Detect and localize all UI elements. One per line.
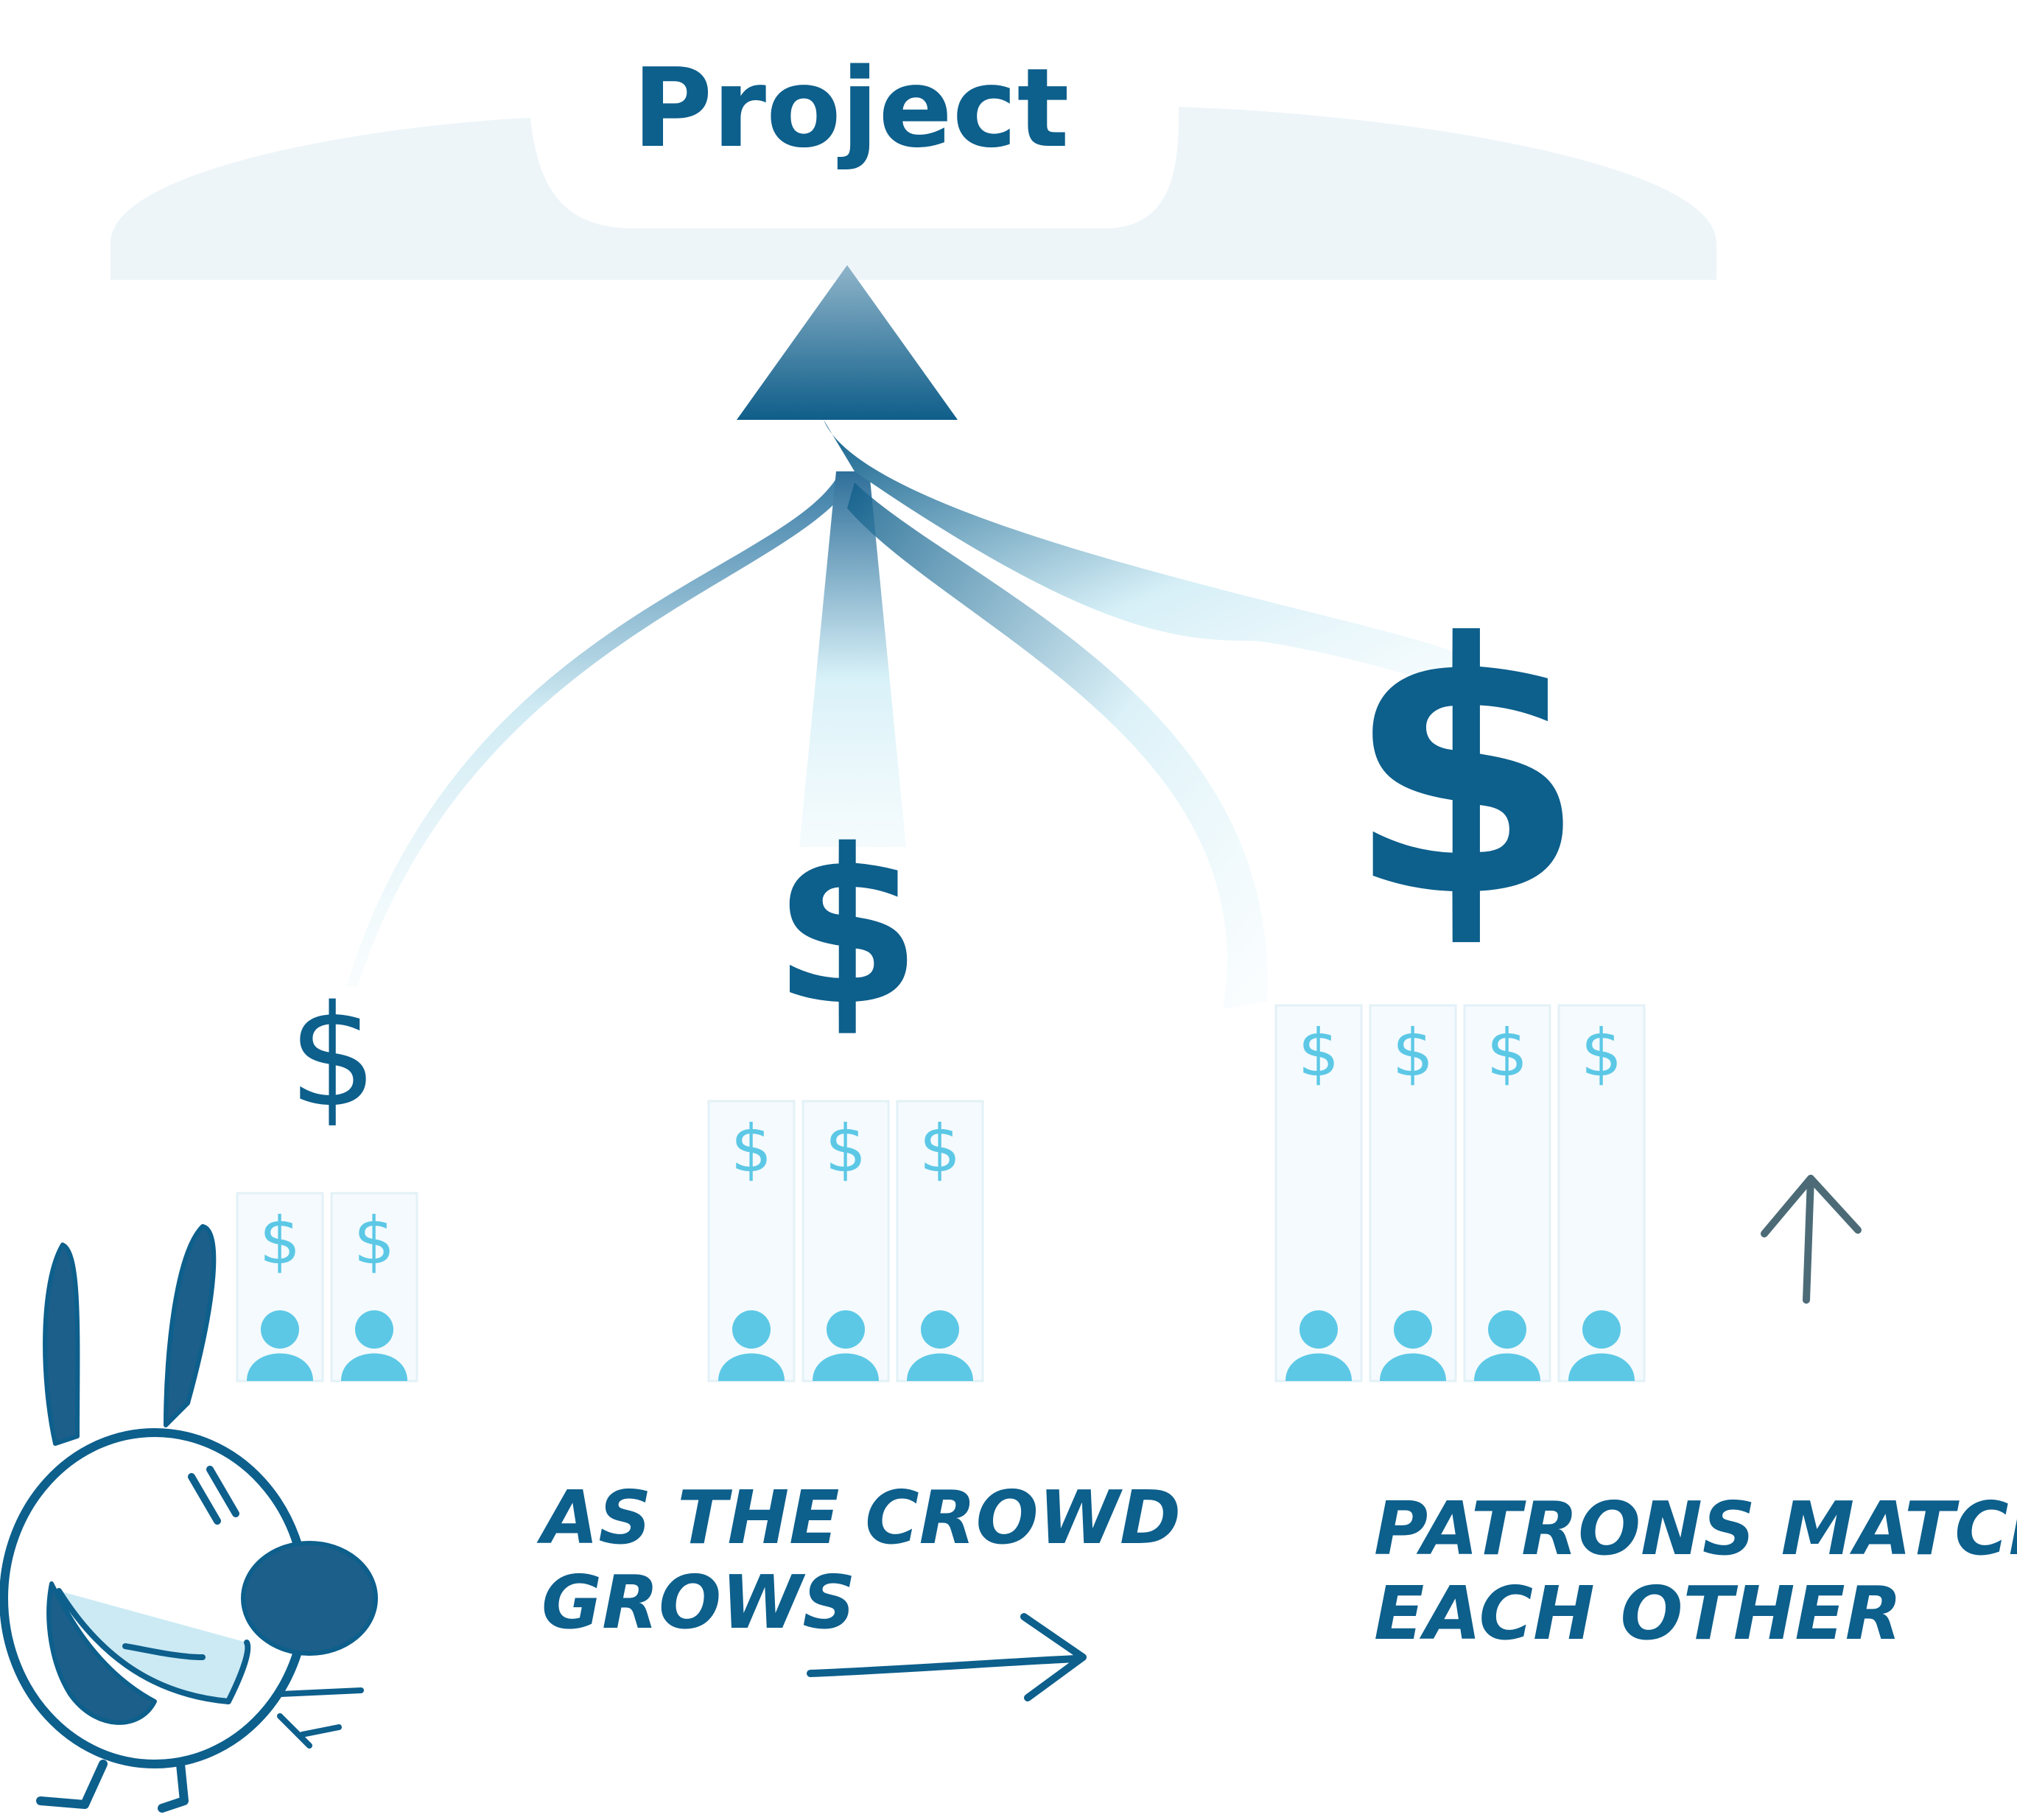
arrow-up-icon xyxy=(737,265,958,420)
person-icon xyxy=(921,1310,959,1349)
contribution-dollar-icon: $ xyxy=(354,1203,395,1279)
person-icon xyxy=(247,1353,313,1381)
contribution-dollar-icon: $ xyxy=(1298,1015,1339,1091)
person-icon xyxy=(827,1310,865,1349)
person-icon xyxy=(732,1310,771,1349)
person-icon xyxy=(1299,1310,1338,1349)
project-title: Project xyxy=(633,45,1070,172)
dollar-icon: $ xyxy=(289,975,378,1138)
person-icon xyxy=(907,1353,973,1381)
person-icon xyxy=(355,1310,393,1349)
person-icon xyxy=(261,1310,299,1349)
arrow-right-icon xyxy=(807,1613,1087,1701)
dollar-icon: $ xyxy=(773,804,922,1053)
person-icon xyxy=(1394,1310,1432,1349)
dollar-icon: $ xyxy=(1345,570,1586,973)
contribution-dollar-icon: $ xyxy=(1392,1015,1434,1091)
person-icon xyxy=(341,1353,407,1381)
project-header-band xyxy=(111,107,1716,280)
patron-column xyxy=(236,1192,324,1382)
flow-large-crowd-sweep xyxy=(847,482,1268,1009)
flow-medium-crowd xyxy=(799,471,906,847)
person-icon xyxy=(813,1353,879,1381)
caption-patrons-match-line2: EACH OTHER xyxy=(1374,1570,1902,1656)
crowd-columns: $ $ $ $ $ $ $ $ $ xyxy=(236,1004,1646,1382)
person-icon xyxy=(718,1353,785,1381)
contribution-dollar-icon: $ xyxy=(919,1111,961,1187)
person-icon xyxy=(1582,1310,1621,1349)
person-icon xyxy=(1380,1353,1446,1381)
contribution-dollar-icon: $ xyxy=(1487,1015,1528,1091)
contribution-dollar-icon: $ xyxy=(259,1203,301,1279)
patron-column xyxy=(330,1192,418,1382)
caption-crowd-grows-line2: GROWS xyxy=(541,1559,855,1645)
person-icon xyxy=(1568,1353,1635,1381)
contribution-dollar-icon: $ xyxy=(1581,1015,1622,1091)
person-icon xyxy=(1474,1353,1540,1381)
person-icon xyxy=(1488,1310,1526,1349)
bunny-mascot xyxy=(0,1224,378,1813)
caption-patrons-match-line1: PATRONS MATCH xyxy=(1374,1486,2017,1572)
person-icon xyxy=(1285,1353,1352,1381)
contribution-dollar-icon: $ xyxy=(825,1111,866,1187)
contribution-dollar-icon: $ xyxy=(731,1111,772,1187)
flow-large-crowd xyxy=(824,420,1488,707)
caption-crowd-grows-line1: AS THE CROWD xyxy=(536,1475,1181,1561)
arrow-up-icon xyxy=(1761,1175,1862,1304)
